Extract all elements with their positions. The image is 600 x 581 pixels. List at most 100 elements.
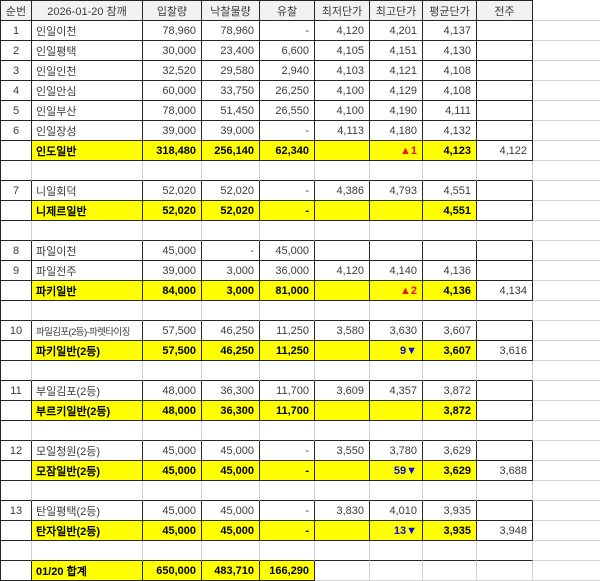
cell-avg[interactable]: 4,136 [423, 281, 477, 301]
cell-max[interactable]: 4,180 [370, 121, 423, 141]
cell-max[interactable] [370, 241, 423, 261]
column-header-8[interactable]: 전주 [477, 0, 533, 21]
cell-bid[interactable]: 52,020 [143, 181, 202, 201]
cell-avg[interactable]: 3,872 [423, 401, 477, 421]
cell-max[interactable]: 4,190 [370, 101, 423, 121]
cell-max[interactable]: 4,010 [370, 501, 423, 521]
cell-avg[interactable]: 4,108 [423, 81, 477, 101]
cell-max[interactable]: 3,780 [370, 441, 423, 461]
cell-fail[interactable]: 2,940 [260, 61, 315, 81]
cell-won[interactable] [202, 301, 260, 321]
cell-name[interactable]: 부르키일반(2등) [32, 401, 143, 421]
cell-fail[interactable]: 45,000 [260, 241, 315, 261]
cell-min[interactable] [315, 361, 370, 381]
cell-min[interactable]: 3,580 [315, 321, 370, 341]
cell-max[interactable] [370, 301, 423, 321]
cell-min[interactable]: 4,105 [315, 41, 370, 61]
cell-won[interactable]: 39,000 [202, 121, 260, 141]
cell-won[interactable]: 52,020 [202, 181, 260, 201]
cell-prev[interactable] [477, 261, 533, 281]
cell-bid[interactable]: 650,000 [143, 561, 202, 581]
cell-no[interactable] [0, 521, 32, 541]
cell-prev[interactable] [477, 541, 533, 561]
cell-name[interactable]: 파일전주 [32, 261, 143, 281]
cell-prev[interactable] [477, 61, 533, 81]
cell-max[interactable] [370, 421, 423, 441]
cell-avg[interactable] [423, 361, 477, 381]
cell-no[interactable]: 7 [0, 181, 32, 201]
cell-name[interactable]: 모일청원(2등) [32, 441, 143, 461]
cell-won[interactable]: 45,000 [202, 521, 260, 541]
cell-no[interactable] [0, 141, 32, 161]
cell-avg[interactable]: 3,607 [423, 321, 477, 341]
cell-fail[interactable] [260, 481, 315, 501]
cell-bid[interactable]: 45,000 [143, 441, 202, 461]
cell-won[interactable] [202, 161, 260, 181]
cell-no[interactable]: 9 [0, 261, 32, 281]
cell-fail[interactable]: - [260, 121, 315, 141]
cell-fail[interactable] [260, 421, 315, 441]
cell-name[interactable]: 탄자일반(2등) [32, 521, 143, 541]
cell-won[interactable]: 3,000 [202, 281, 260, 301]
cell-fail[interactable]: - [260, 181, 315, 201]
cell-prev[interactable] [477, 381, 533, 401]
cell-won[interactable]: 33,750 [202, 81, 260, 101]
cell-max[interactable] [370, 221, 423, 241]
cell-fail[interactable]: 26,250 [260, 81, 315, 101]
cell-no[interactable] [0, 541, 32, 561]
cell-min[interactable] [315, 421, 370, 441]
cell-change[interactable]: 9▼ [370, 341, 423, 361]
cell-name[interactable]: 니제르일반 [32, 201, 143, 221]
cell-min[interactable] [315, 281, 370, 301]
cell-no[interactable] [0, 361, 32, 381]
cell-name[interactable] [32, 541, 143, 561]
cell-fail[interactable]: - [260, 21, 315, 41]
cell-change[interactable] [370, 201, 423, 221]
cell-won[interactable] [202, 221, 260, 241]
cell-won[interactable]: - [202, 241, 260, 261]
cell-max[interactable] [370, 481, 423, 501]
cell-avg[interactable]: 4,123 [423, 141, 477, 161]
cell-avg[interactable]: 4,551 [423, 201, 477, 221]
cell-won[interactable]: 36,300 [202, 381, 260, 401]
cell-min[interactable]: 4,113 [315, 121, 370, 141]
cell-min[interactable]: 4,100 [315, 101, 370, 121]
cell-won[interactable] [202, 541, 260, 561]
cell-name[interactable]: 모잠일반(2등) [32, 461, 143, 481]
cell-prev[interactable] [477, 81, 533, 101]
cell-fail[interactable] [260, 301, 315, 321]
cell-bid[interactable]: 78,000 [143, 101, 202, 121]
column-header-7[interactable]: 평균단가 [423, 0, 477, 21]
cell-bid[interactable]: 48,000 [143, 401, 202, 421]
cell-won[interactable]: 36,300 [202, 401, 260, 421]
cell-prev[interactable]: 4,122 [477, 141, 533, 161]
cell-avg[interactable] [423, 421, 477, 441]
cell-fail[interactable]: - [260, 521, 315, 541]
cell-fail[interactable] [260, 221, 315, 241]
cell-avg[interactable] [423, 161, 477, 181]
cell-fail[interactable]: 6,600 [260, 41, 315, 61]
cell-change[interactable]: ▲1 [370, 141, 423, 161]
cell-avg[interactable]: 4,551 [423, 181, 477, 201]
cell-name[interactable] [32, 421, 143, 441]
cell-bid[interactable]: 39,000 [143, 121, 202, 141]
cell-bid[interactable]: 78,960 [143, 21, 202, 41]
column-header-2[interactable]: 입찰량 [143, 0, 202, 21]
cell-name[interactable]: 탄일평택(2등) [32, 501, 143, 521]
cell-avg[interactable] [423, 221, 477, 241]
cell-change[interactable] [370, 401, 423, 421]
cell-name[interactable]: 인일이천 [32, 21, 143, 41]
cell-fail[interactable]: 11,250 [260, 341, 315, 361]
cell-name[interactable]: 니일회덕 [32, 181, 143, 201]
cell-min[interactable] [315, 401, 370, 421]
cell-prev[interactable] [477, 241, 533, 261]
column-header-4[interactable]: 유찰 [260, 0, 315, 21]
cell-min[interactable]: 4,386 [315, 181, 370, 201]
cell-max[interactable]: 4,357 [370, 381, 423, 401]
cell-bid[interactable]: 48,000 [143, 381, 202, 401]
cell-min[interactable] [315, 461, 370, 481]
cell-change[interactable]: 59▼ [370, 461, 423, 481]
cell-prev[interactable]: 3,616 [477, 341, 533, 361]
cell-min[interactable]: 4,103 [315, 61, 370, 81]
cell-won[interactable]: 3,000 [202, 261, 260, 281]
